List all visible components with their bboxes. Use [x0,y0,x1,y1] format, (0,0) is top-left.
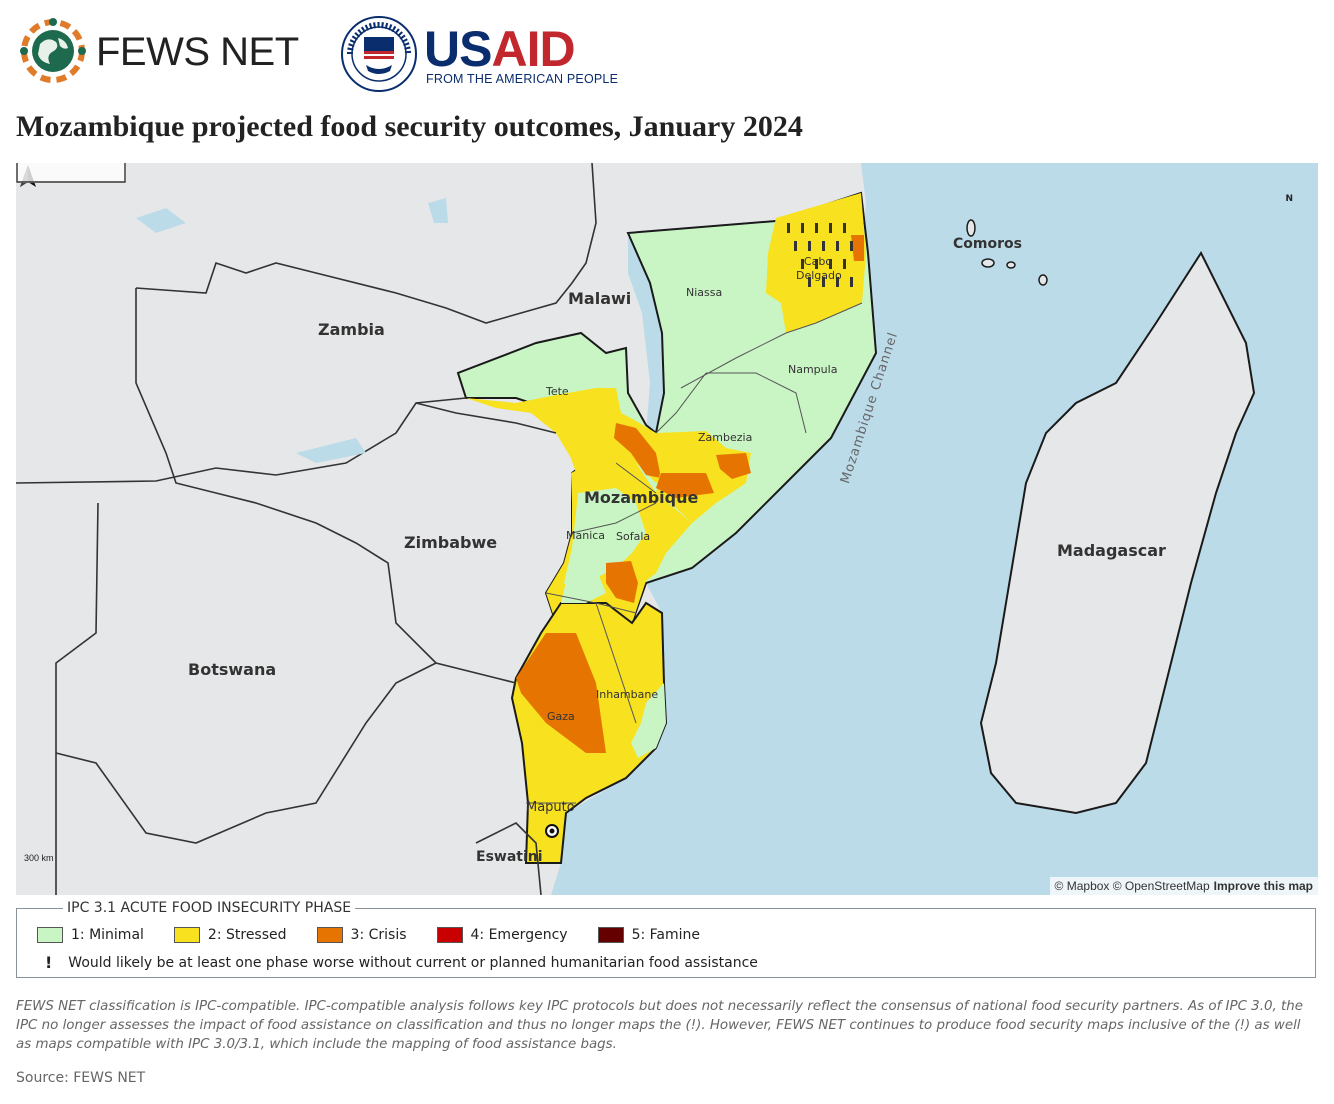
legend-assistance-note: ! Would likely be at least one phase wor… [45,953,758,972]
label-botswana: Botswana [188,660,277,679]
legend-item-famine: 5: Famine [597,927,700,943]
swatch-minimal [37,927,63,943]
label-comoros: Comoros [953,236,1022,252]
swatch-emergency [436,927,463,943]
lake-malawi [628,238,666,438]
comoros-islands [966,219,1048,286]
label-sofala: Sofala [616,530,651,543]
tete-crisis [614,423,661,478]
zambezia-crisis-1 [716,453,751,479]
cabo-delgado-crisis [851,235,864,261]
legend-label-minimal: 1: Minimal [71,927,144,943]
label-zambezia: Zambezia [698,431,753,444]
legend-item-stressed: 2: Stressed [173,927,287,943]
zambezia-crisis-2 [656,473,714,498]
usaid-wordmark: USAID [424,21,576,77]
usaid-tagline: FROM THE AMERICAN PEOPLE [426,72,619,86]
swatch-famine [597,927,624,943]
tete-stressed [466,388,676,483]
sofala-crisis [606,561,638,603]
north-label: N [1285,194,1293,204]
legend-item-crisis: 3: Crisis [316,927,407,943]
label-zambia: Zambia [318,320,385,339]
manica-minimal [564,488,646,593]
province-borders [526,302,863,804]
scale-bar [16,163,126,183]
country-borders [16,163,597,895]
legend-title: IPC 3.1 ACUTE FOOD INSECURITY PHASE [63,900,356,916]
food-assistance-markers [787,223,853,287]
legend: IPC 3.1 ACUTE FOOD INSECURITY PHASE 1: M… [16,900,1316,978]
label-zimbabwe: Zimbabwe [404,533,498,552]
inland-water [136,198,448,463]
label-manica: Manica [566,529,606,542]
legend-item-minimal: 1: Minimal [37,927,144,943]
swatch-stressed [173,927,200,943]
legend-label-emergency: 4: Emergency [470,927,568,943]
label-mozambique: Mozambique [584,488,699,507]
label-niassa: Niassa [686,286,723,299]
attribution-text: © Mapbox © OpenStreetMap [1054,879,1210,893]
legend-label-famine: 5: Famine [631,927,700,943]
label-malawi: Malawi [568,289,632,308]
label-cabo-delgado: Cabo Delgado [796,255,842,282]
swatch-crisis [316,927,343,943]
map-attribution: © Mapbox © OpenStreetMap Improve this map [1049,877,1318,895]
inhambane-minimal [631,683,666,758]
gaza-minimal [561,568,606,603]
label-gaza: Gaza [547,710,575,723]
footnote: FEWS NET classification is IPC-compatibl… [16,999,1303,1052]
gaza-crisis [516,633,606,753]
map-canvas [16,163,1256,895]
legend-items: 1: Minimal 2: Stressed 3: Crisis 4: Emer… [37,927,730,943]
label-madagascar: Madagascar [1057,541,1166,560]
fews-net-logo-icon [20,18,86,83]
scale-label: 300 km [24,853,54,863]
legend-item-emergency: 4: Emergency [436,927,568,943]
label-tete: Tete [546,385,569,398]
label-maputo: Maputo [526,800,575,815]
label-nampula: Nampula [788,363,838,376]
header: FEWS NET USAID FROM THE AMERICAN PEOPLE [16,14,716,94]
madagascar-land [979,250,1256,815]
legend-label-crisis: 3: Crisis [350,927,407,943]
maputo-city-marker [545,824,559,838]
fews-net-wordmark: FEWS NET [96,30,299,74]
label-inhambane: Inhambane [596,688,659,701]
page-title: Mozambique projected food security outco… [16,110,803,143]
map[interactable]: Zambia Malawi Zimbabwe Botswana Mozambiq… [16,163,1318,895]
label-eswatini: Eswatini [476,849,543,865]
usaid-seal-icon [341,16,417,92]
legend-label-stressed: 2: Stressed [207,927,287,943]
legend-note-text: Would likely be at least one phase worse… [68,954,758,971]
source-line: Source: FEWS NET [16,1070,146,1086]
improve-map-link[interactable]: Improve this map [1213,879,1313,893]
exclamation-icon: ! [45,953,53,972]
